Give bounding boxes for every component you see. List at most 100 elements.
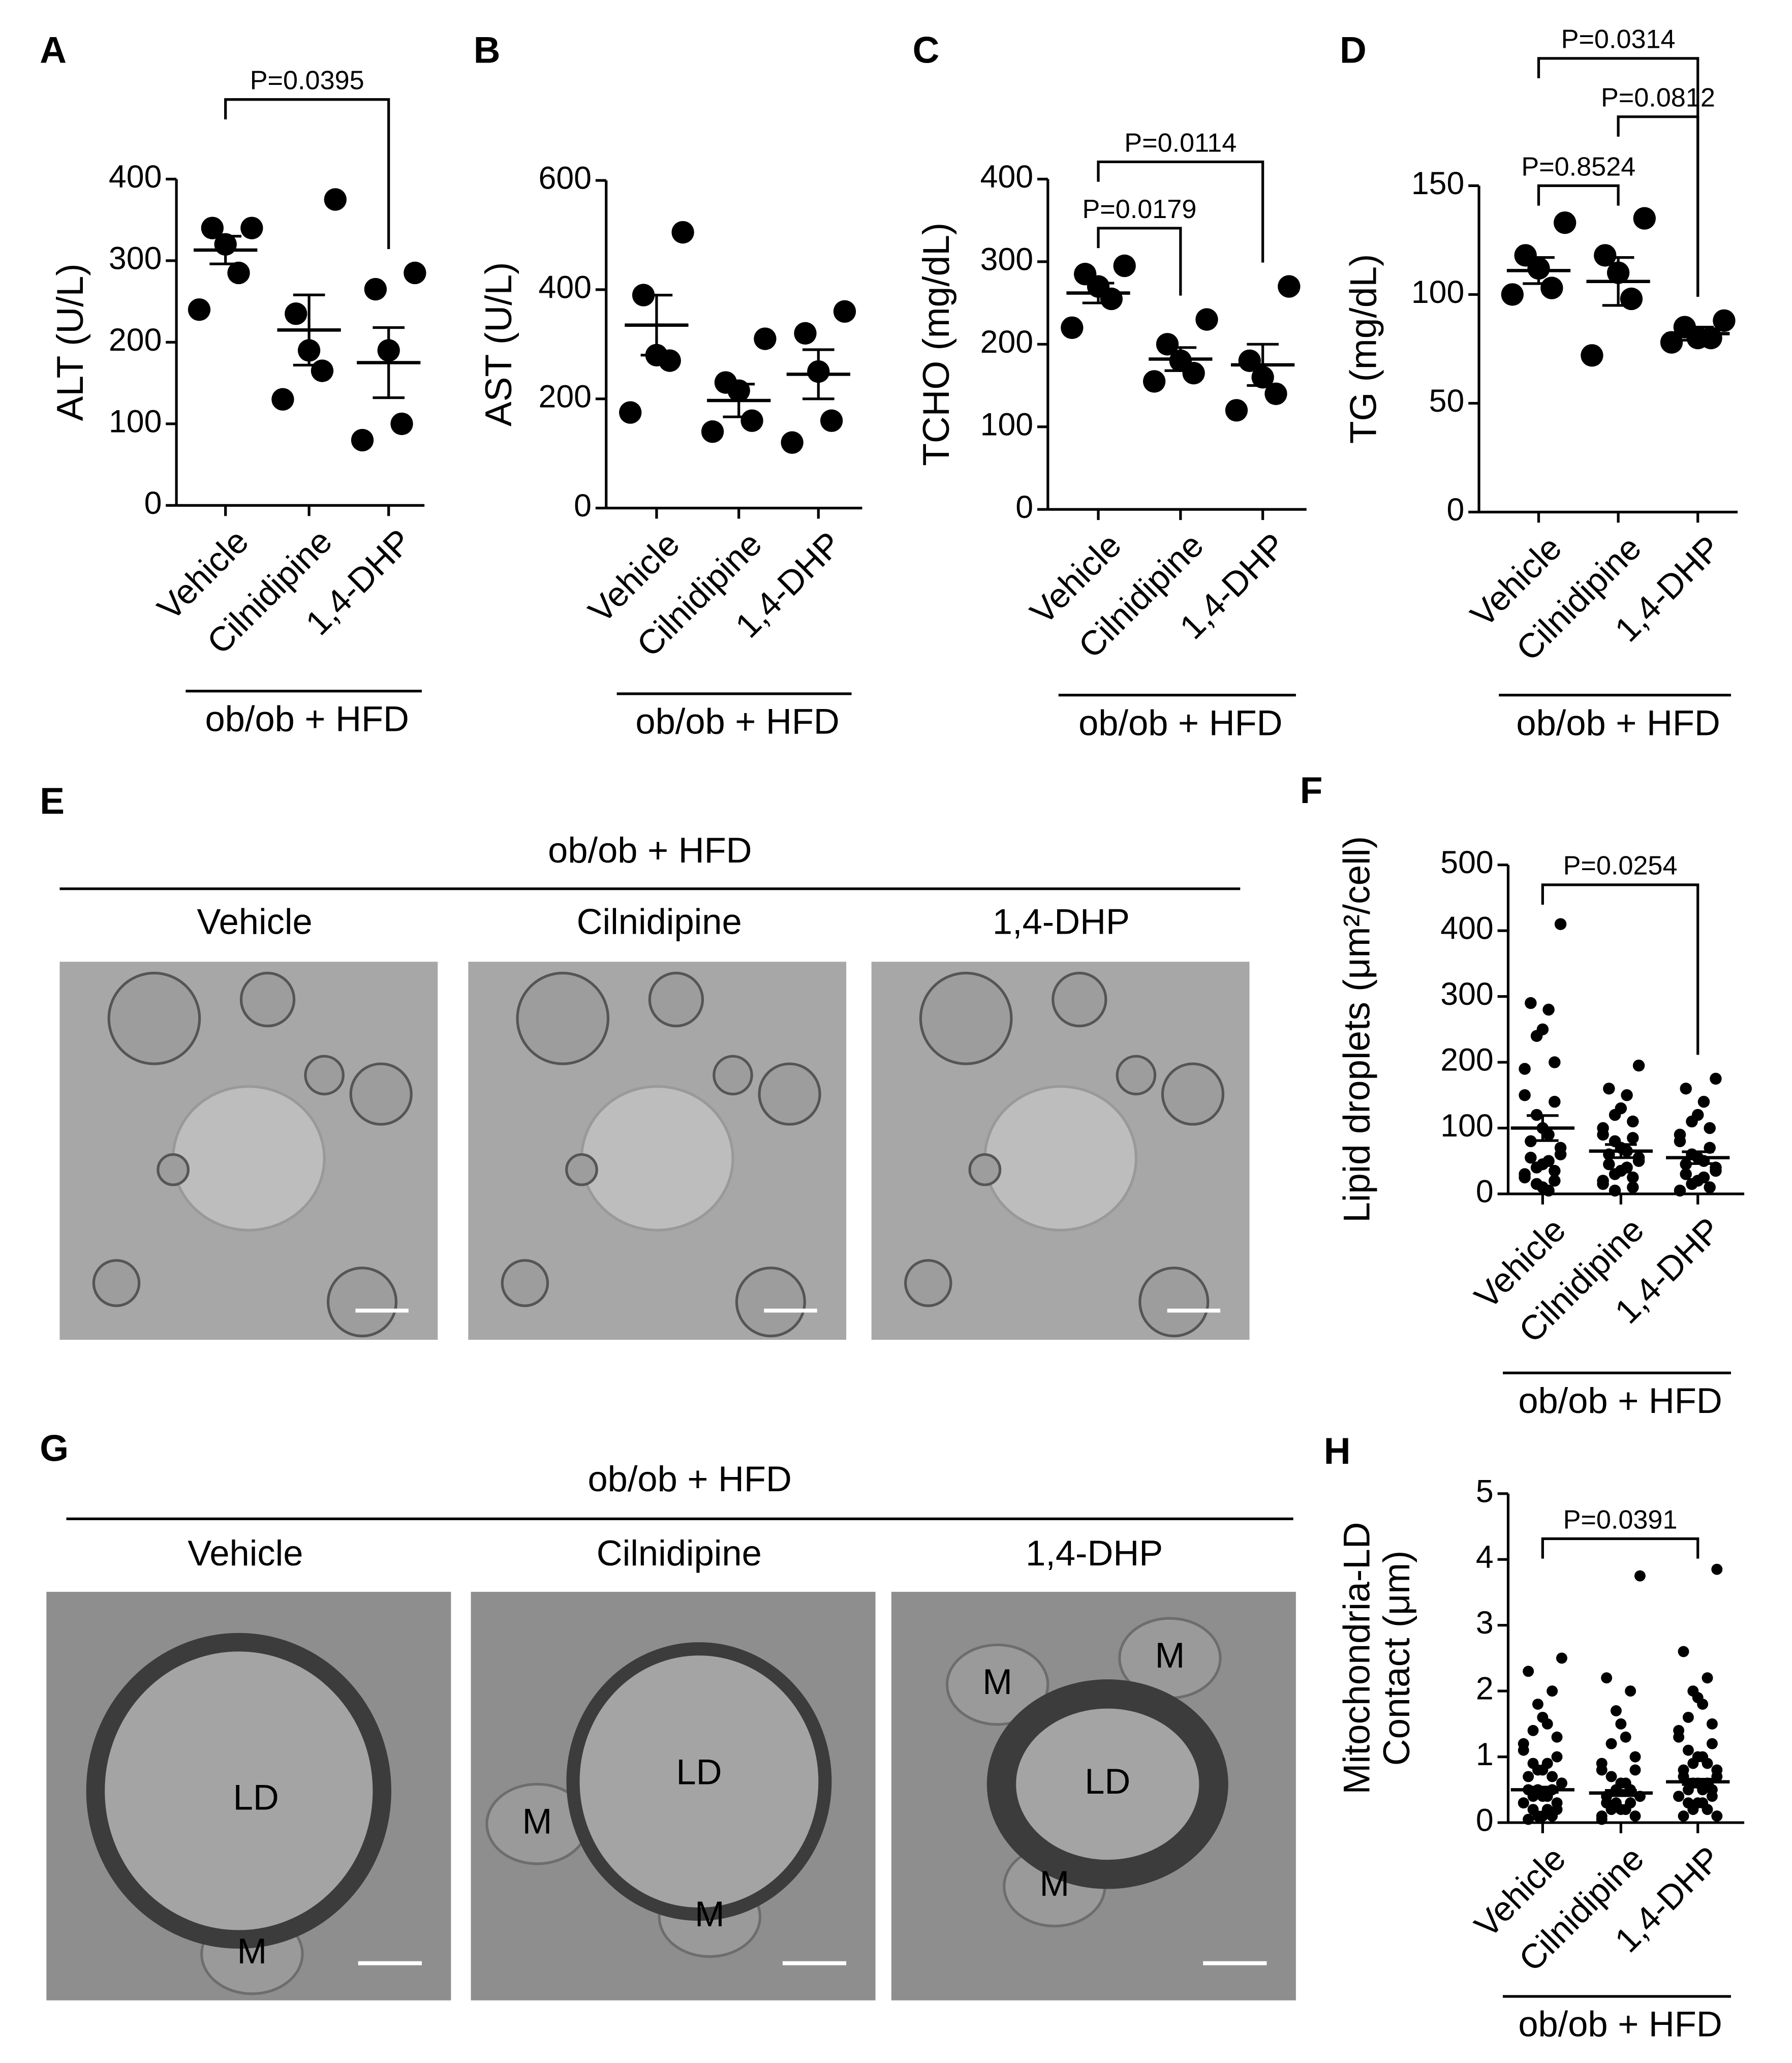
data-point <box>671 221 694 244</box>
data-point <box>1549 1164 1561 1177</box>
data-point <box>1627 1181 1639 1193</box>
lipid-droplet <box>86 1633 391 1949</box>
data-point <box>1620 1731 1631 1743</box>
group-label: ob/ob + HFD <box>1518 2004 1722 2044</box>
data-point <box>1501 283 1524 306</box>
sem-bar <box>1605 1789 1637 1797</box>
data-point <box>1605 1771 1617 1782</box>
p-value: P=0.0314 <box>1561 25 1676 54</box>
column-label: 1,4-DHP <box>993 902 1130 942</box>
significance-bracket <box>1541 883 1700 1055</box>
sem-bar <box>1682 326 1714 342</box>
group-label: ob/ob + HFD <box>548 830 752 870</box>
data-point <box>1549 1175 1561 1187</box>
y-tick-label: 200 <box>980 324 1034 360</box>
data-point <box>1278 275 1301 298</box>
panel-label: E <box>40 781 65 822</box>
data-point <box>1596 1813 1608 1825</box>
data-point <box>1627 1115 1639 1128</box>
lipid-droplet <box>501 1259 549 1307</box>
sem-bar <box>1164 346 1197 372</box>
column-label: 1,4-DHP <box>1026 1533 1163 1573</box>
data-point <box>619 401 642 424</box>
p-value: P=0.0254 <box>1563 851 1678 881</box>
sem-bar <box>1605 1143 1637 1159</box>
significance-bracket <box>224 98 390 249</box>
data-point <box>1061 316 1084 339</box>
group-label: ob/ob + HFD <box>588 1459 791 1499</box>
data-point <box>1711 1771 1723 1782</box>
data-point <box>701 420 724 443</box>
data-point <box>1704 1122 1716 1134</box>
structure-label: M <box>695 1894 725 1934</box>
lipid-droplet <box>713 1055 753 1096</box>
structure-label: M <box>982 1661 1012 1702</box>
data-point <box>1523 1666 1534 1677</box>
y-tick-label: 100 <box>1411 274 1465 310</box>
data-point <box>1702 1672 1713 1684</box>
data-point <box>1195 308 1218 331</box>
data-point <box>285 302 307 325</box>
lipid-droplet <box>92 1259 141 1307</box>
y-tick-label: 1 <box>1476 1737 1494 1772</box>
p-value: P=0.0391 <box>1563 1505 1678 1534</box>
data-point <box>1551 1731 1563 1743</box>
data-point <box>1710 1164 1722 1177</box>
sem-bar <box>802 348 835 401</box>
data-point <box>1530 1161 1543 1174</box>
data-point <box>1597 1178 1609 1190</box>
data-point <box>1634 1570 1646 1582</box>
sem-bar <box>1682 1150 1714 1165</box>
sem-bar <box>723 383 755 418</box>
lipid-droplet <box>566 1642 832 1921</box>
y-tick-label: 0 <box>144 485 162 521</box>
data-point <box>1686 1115 1698 1128</box>
data-point <box>1530 1030 1543 1042</box>
data-point <box>1629 1810 1641 1822</box>
data-point <box>1706 1718 1718 1730</box>
data-point <box>1525 997 1537 1009</box>
data-point <box>1182 361 1205 385</box>
data-point <box>1673 1791 1685 1802</box>
y-tick-label: 0 <box>1015 489 1033 525</box>
data-point <box>754 327 777 350</box>
y-axis-label: TG (mg/dL) <box>1343 254 1384 444</box>
panel-label: G <box>40 1428 69 1469</box>
column-label: Cilnidipine <box>577 902 742 942</box>
data-point <box>1264 382 1287 405</box>
data-point <box>658 349 681 372</box>
y-tick-label: 0 <box>1447 492 1465 528</box>
data-point <box>820 409 843 432</box>
lipid-droplet <box>326 1267 398 1338</box>
lipid-droplet <box>735 1267 806 1338</box>
y-tick-label: 100 <box>980 407 1034 442</box>
data-point <box>1518 1797 1529 1809</box>
data-point <box>1601 1672 1613 1684</box>
group-label: ob/ob + HFD <box>1516 702 1720 743</box>
data-point <box>1711 1563 1723 1575</box>
data-point <box>1554 918 1567 930</box>
data-point <box>1682 1711 1694 1723</box>
data-point <box>188 298 211 321</box>
lipid-droplet <box>349 1062 413 1126</box>
lipid-droplet <box>239 971 296 1028</box>
data-point <box>1674 1184 1686 1197</box>
data-point <box>390 412 413 436</box>
data-point <box>1678 1646 1689 1657</box>
data-point <box>1553 211 1577 234</box>
data-point <box>271 388 294 411</box>
y-tick-label: 200 <box>109 322 162 358</box>
lipid-droplet <box>304 1055 345 1096</box>
y-tick-label: 400 <box>109 159 162 195</box>
y-axis-label: AST (U/L) <box>478 262 519 426</box>
data-point <box>1549 1095 1561 1108</box>
y-axis-label: TCHO (mg/dL) <box>916 223 957 466</box>
data-point <box>1713 309 1736 332</box>
p-value: P=0.0395 <box>250 66 364 96</box>
data-point <box>1680 1083 1692 1095</box>
data-point <box>351 428 374 452</box>
lipid-droplet <box>1052 971 1107 1028</box>
y-tick-label: 300 <box>1440 976 1494 1012</box>
data-point <box>1625 1685 1636 1697</box>
y-tick-label: 2 <box>1476 1671 1494 1707</box>
